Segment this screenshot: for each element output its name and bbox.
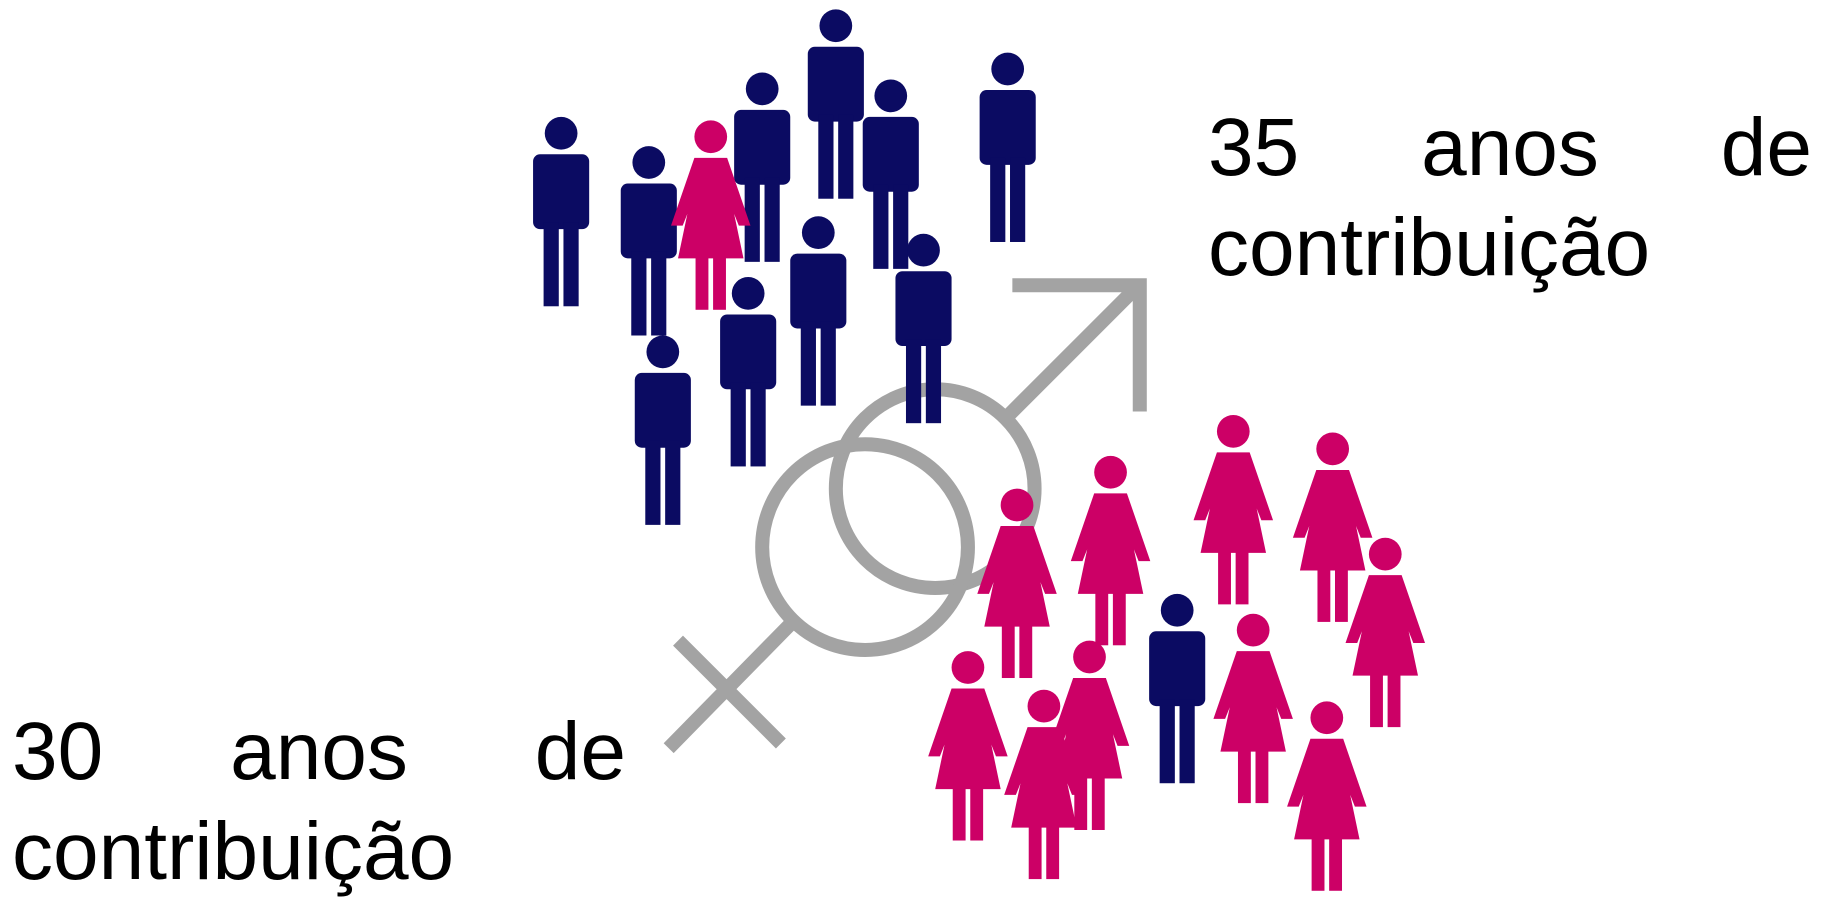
- man-icon: [790, 216, 846, 405]
- women-group-front: [928, 614, 1366, 891]
- woman-icon: [1213, 614, 1292, 803]
- woman-icon: [977, 489, 1056, 678]
- man-icon: [720, 277, 776, 466]
- man-icon: [1149, 594, 1205, 783]
- man-icon: [980, 53, 1036, 242]
- man-among-women: [1149, 594, 1205, 783]
- men-group: [533, 9, 1036, 525]
- woman-icon: [1194, 415, 1273, 604]
- woman-icon: [1287, 701, 1366, 890]
- female-symbol-circle: [762, 444, 968, 650]
- man-icon: [808, 9, 864, 198]
- man-icon: [635, 336, 691, 525]
- woman-icon: [928, 651, 1007, 840]
- men-label: 35 anos de contribuição: [1208, 98, 1812, 298]
- man-icon: [621, 146, 677, 335]
- woman-icon: [1293, 433, 1372, 622]
- female-symbol-cross: [669, 622, 793, 748]
- women-label: 30 anos de contribuição: [12, 702, 626, 902]
- male-symbol-arrow: [1008, 285, 1140, 416]
- man-icon: [533, 117, 589, 306]
- man-icon: [734, 72, 790, 261]
- woman-icon: [1071, 456, 1150, 645]
- page: 35 anos de contribuição 30 anos de contr…: [0, 0, 1833, 898]
